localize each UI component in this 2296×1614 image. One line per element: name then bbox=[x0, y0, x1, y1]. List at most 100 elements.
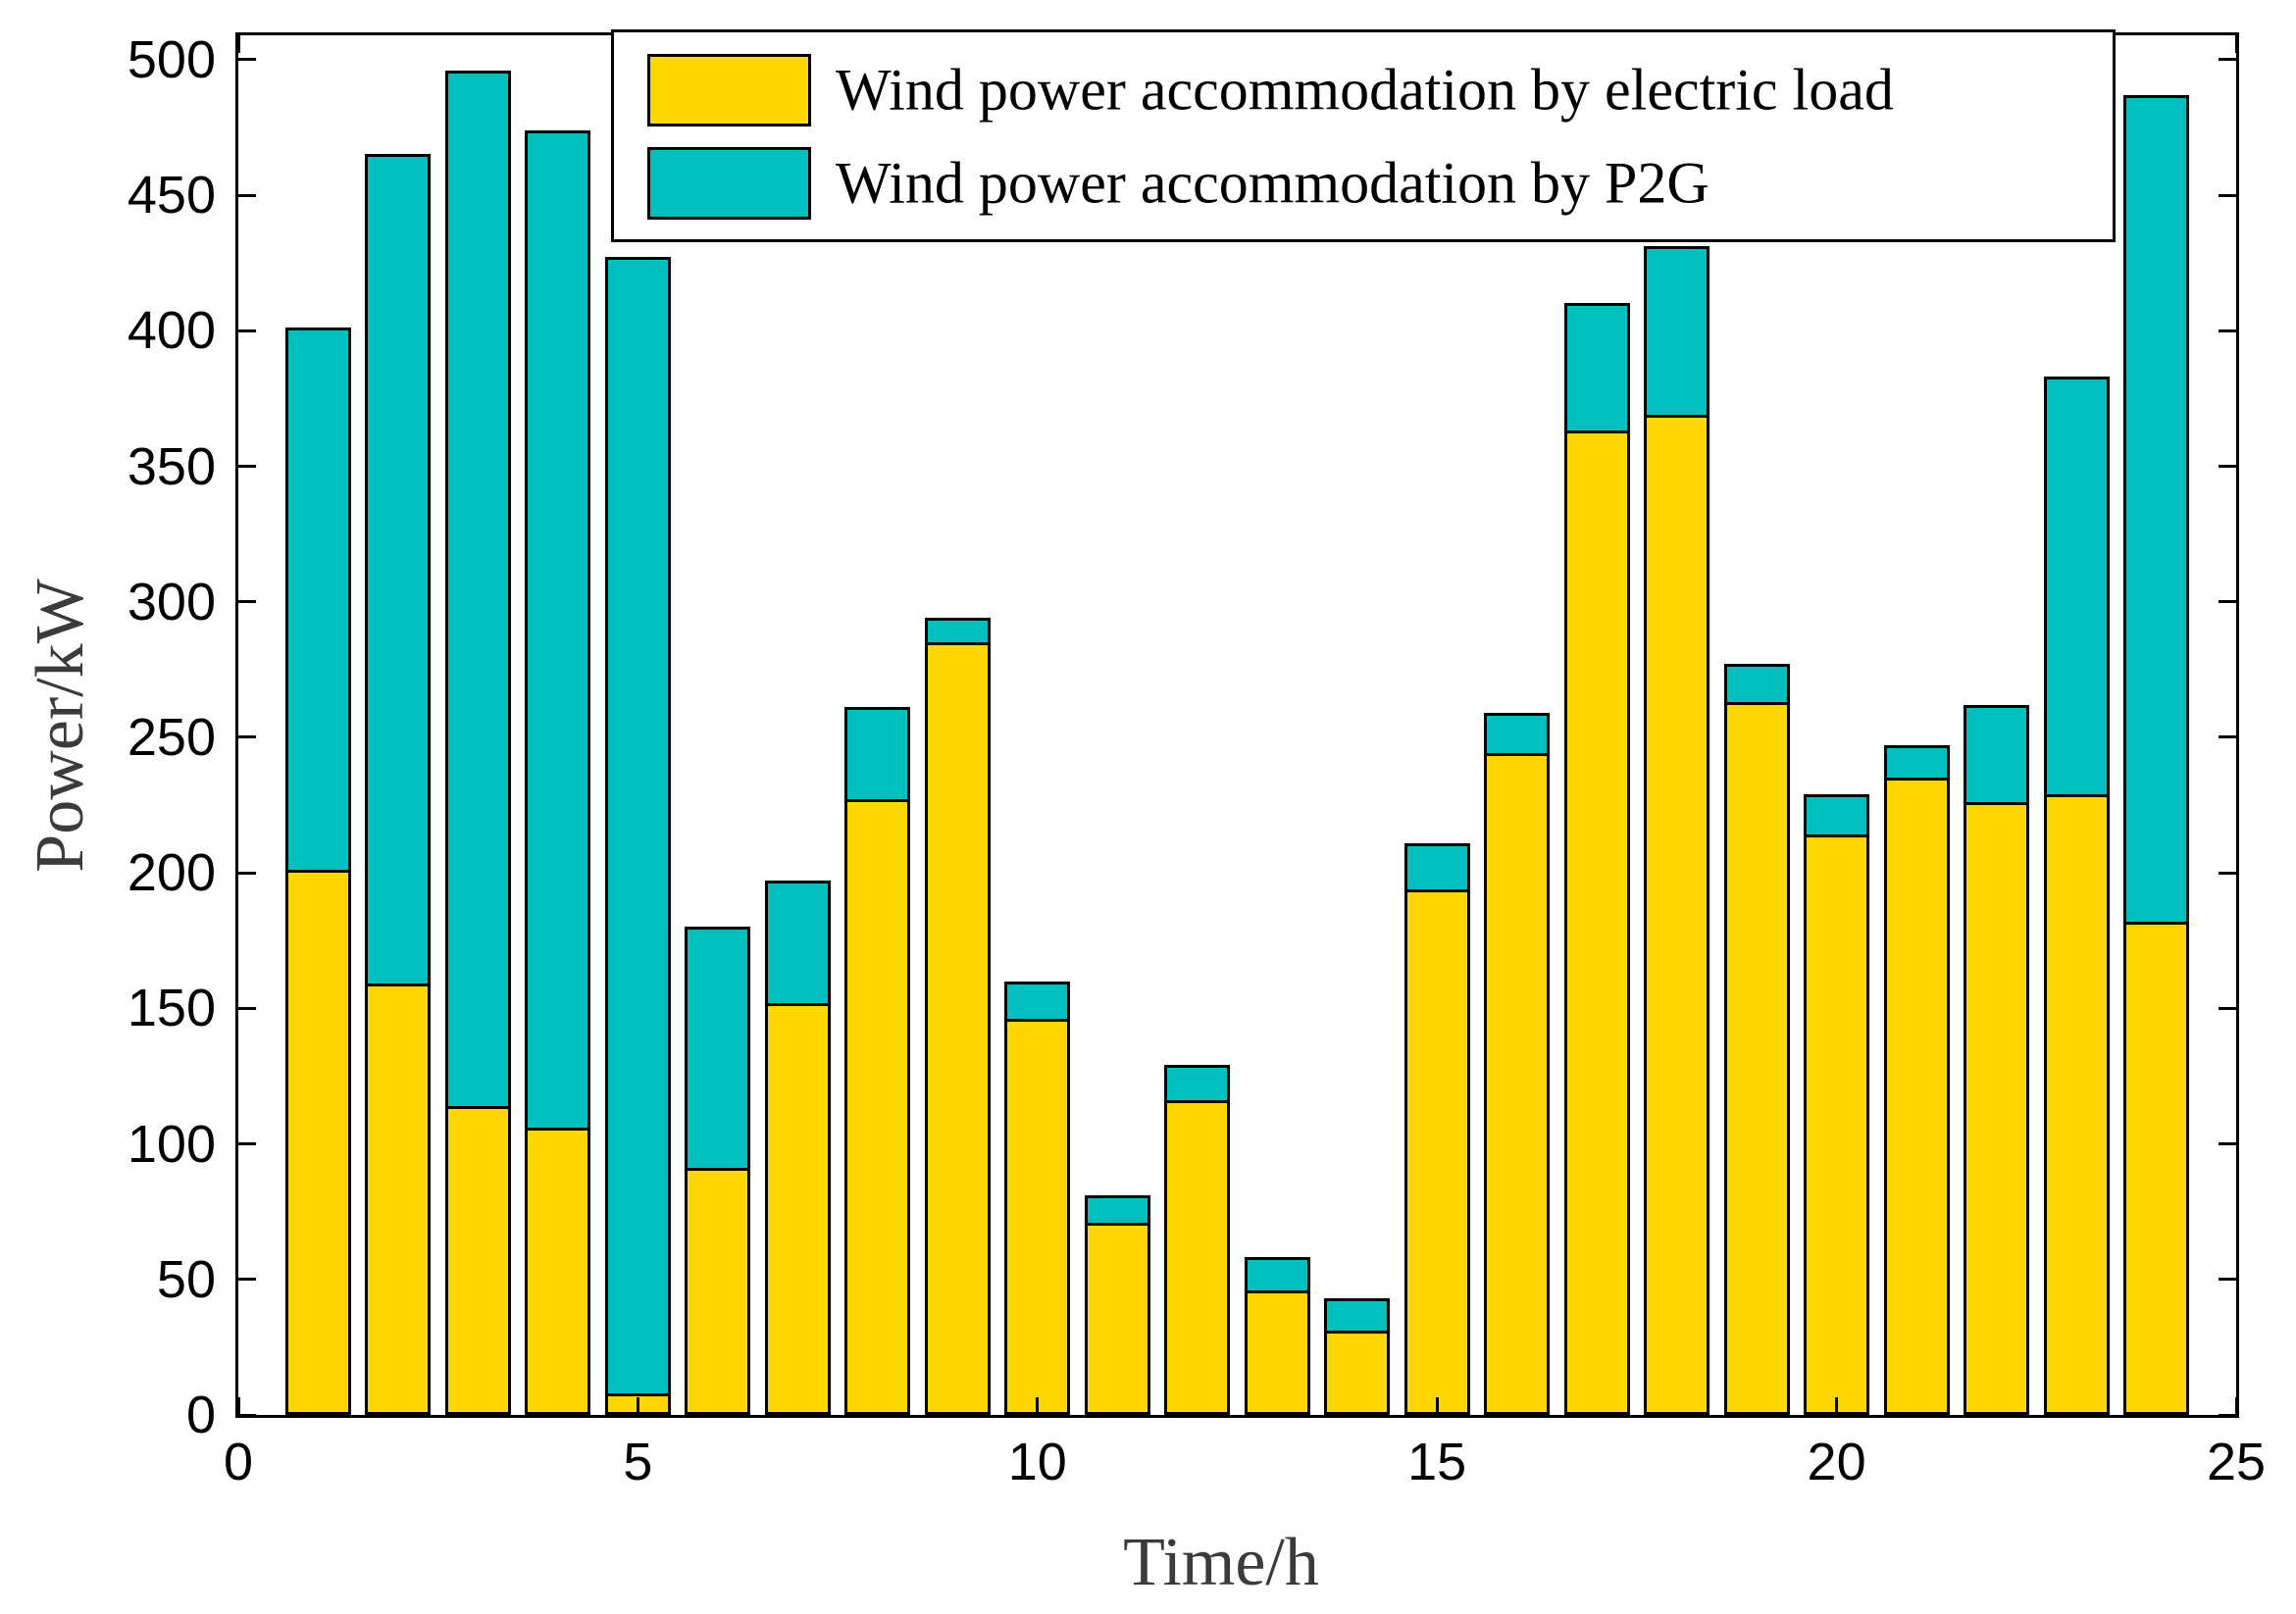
bar-hour-20 bbox=[1804, 793, 1870, 1415]
bar-segment-electric-load bbox=[1563, 430, 1630, 1415]
y-tick-mark bbox=[2219, 58, 2236, 62]
bar-segment-p2g bbox=[685, 927, 751, 1172]
x-tick-mark bbox=[236, 1397, 240, 1415]
bar-hour-13 bbox=[1244, 1257, 1310, 1415]
bar-segment-p2g bbox=[2123, 94, 2190, 925]
legend: Wind power accommodation by electric loa… bbox=[611, 29, 2116, 242]
y-tick-mark bbox=[238, 1142, 256, 1146]
bar-segment-electric-load bbox=[365, 984, 432, 1415]
y-tick-mark bbox=[238, 735, 256, 739]
legend-swatch-p2g bbox=[647, 147, 811, 220]
y-tick-mark bbox=[238, 193, 256, 197]
x-tick-label: 25 bbox=[2206, 1433, 2267, 1491]
bar-hour-18 bbox=[1644, 246, 1710, 1415]
bar-hour-16 bbox=[1484, 712, 1551, 1415]
bar-segment-electric-load bbox=[2123, 921, 2190, 1415]
bar-hour-4 bbox=[525, 129, 591, 1415]
legend-swatch-electric-load bbox=[647, 54, 811, 126]
bar-hour-9 bbox=[924, 618, 991, 1415]
bar-segment-electric-load bbox=[284, 870, 351, 1415]
bar-segment-p2g bbox=[1964, 704, 2030, 806]
bar-hour-15 bbox=[1403, 842, 1470, 1415]
x-tick-mark bbox=[636, 1397, 639, 1415]
bar-segment-electric-load bbox=[1004, 1019, 1071, 1415]
x-axis-title: Time/h bbox=[1123, 1525, 1319, 1600]
bar-segment-electric-load bbox=[1644, 414, 1710, 1415]
y-tick-mark bbox=[238, 1006, 256, 1010]
bar-segment-p2g bbox=[1004, 981, 1071, 1023]
bar-segment-electric-load bbox=[685, 1168, 751, 1415]
bar-segment-p2g bbox=[1883, 745, 1950, 782]
bar-hour-23 bbox=[2043, 377, 2110, 1415]
bar-segment-electric-load bbox=[1244, 1289, 1310, 1415]
x-tick-mark bbox=[1435, 1397, 1439, 1415]
y-tick-mark bbox=[238, 1413, 256, 1417]
bar-hour-3 bbox=[444, 70, 511, 1415]
bar-segment-electric-load bbox=[1883, 778, 1950, 1415]
bar-hour-17 bbox=[1563, 303, 1630, 1415]
bar-segment-p2g bbox=[365, 154, 432, 987]
x-tick-mark bbox=[2234, 1397, 2238, 1415]
y-tick-label: 100 bbox=[127, 1114, 216, 1174]
y-tick-label: 400 bbox=[127, 301, 216, 361]
bar-segment-electric-load bbox=[1164, 1100, 1231, 1415]
bar-segment-electric-load bbox=[844, 799, 911, 1415]
x-tick-mark bbox=[236, 35, 240, 53]
y-tick-mark bbox=[238, 58, 256, 62]
bar-segment-electric-load bbox=[1403, 888, 1470, 1415]
y-tick-mark bbox=[238, 1278, 256, 1282]
bar-segment-p2g bbox=[764, 881, 831, 1006]
y-tick-label: 0 bbox=[185, 1386, 216, 1444]
y-tick-mark bbox=[2219, 193, 2236, 197]
bar-segment-p2g bbox=[1084, 1194, 1150, 1226]
x-tick-label: 5 bbox=[623, 1433, 653, 1491]
x-tick-label: 20 bbox=[1807, 1433, 1866, 1491]
bar-hour-11 bbox=[1084, 1194, 1150, 1415]
bar-segment-p2g bbox=[1804, 793, 1870, 838]
y-tick-label: 200 bbox=[127, 843, 216, 903]
bar-hour-7 bbox=[764, 881, 831, 1415]
bar-segment-p2g bbox=[284, 328, 351, 874]
x-tick-label: 10 bbox=[1007, 1433, 1067, 1491]
x-tick-mark bbox=[1036, 1397, 1040, 1415]
y-tick-mark bbox=[238, 871, 256, 875]
bar-hour-22 bbox=[1964, 704, 2030, 1415]
y-tick-mark bbox=[2219, 735, 2236, 739]
bar-segment-p2g bbox=[844, 707, 911, 803]
bar-segment-p2g bbox=[1403, 842, 1470, 892]
y-tick-mark bbox=[2219, 1006, 2236, 1010]
bar-segment-electric-load bbox=[444, 1105, 511, 1415]
bar-segment-p2g bbox=[2043, 377, 2110, 797]
y-tick-label: 300 bbox=[127, 572, 216, 631]
y-tick-mark bbox=[2219, 871, 2236, 875]
bar-segment-p2g bbox=[1644, 246, 1710, 418]
bar-segment-electric-load bbox=[1324, 1331, 1391, 1415]
bar-segment-p2g bbox=[604, 257, 671, 1396]
y-tick-label: 450 bbox=[127, 166, 216, 226]
bar-segment-electric-load bbox=[1723, 701, 1790, 1415]
bar-segment-electric-load bbox=[525, 1127, 591, 1415]
bar-hour-6 bbox=[685, 927, 751, 1415]
bar-segment-electric-load bbox=[2043, 793, 2110, 1415]
y-tick-label: 150 bbox=[127, 979, 216, 1038]
bar-segment-p2g bbox=[1563, 303, 1630, 434]
bar-hour-2 bbox=[365, 154, 432, 1415]
bar-hour-10 bbox=[1004, 981, 1071, 1415]
legend-label-electric-load: Wind power accommodation by electric loa… bbox=[836, 57, 1894, 123]
bar-segment-electric-load bbox=[1084, 1222, 1150, 1415]
bar-segment-electric-load bbox=[1484, 753, 1551, 1415]
y-tick-mark bbox=[2219, 600, 2236, 604]
y-tick-mark bbox=[238, 465, 256, 468]
bar-segment-p2g bbox=[1324, 1297, 1391, 1335]
x-tick-label: 0 bbox=[223, 1433, 254, 1491]
bar-segment-p2g bbox=[924, 618, 991, 645]
bar-hour-24 bbox=[2123, 94, 2190, 1415]
y-tick-label: 350 bbox=[127, 436, 216, 496]
plot-area bbox=[235, 32, 2239, 1418]
x-tick-mark bbox=[2234, 35, 2238, 53]
bar-segment-p2g bbox=[525, 129, 591, 1131]
y-tick-label: 50 bbox=[156, 1249, 216, 1309]
y-tick-mark bbox=[2219, 1142, 2236, 1146]
bar-hour-12 bbox=[1164, 1065, 1231, 1415]
y-tick-mark bbox=[2219, 465, 2236, 468]
